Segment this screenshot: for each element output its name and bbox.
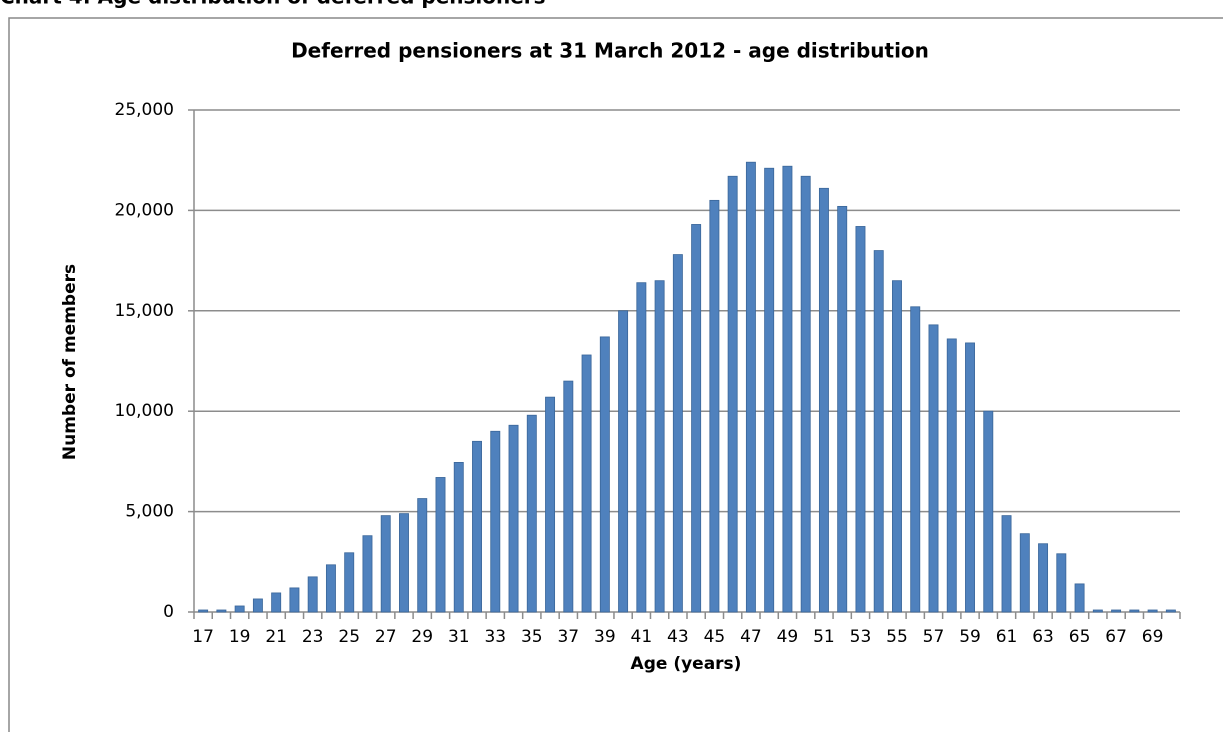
x-tick-label: 47 — [740, 627, 762, 647]
x-tick-label: 27 — [375, 627, 397, 647]
x-tick-label: 67 — [1105, 627, 1127, 647]
bar — [307, 576, 318, 613]
bar — [1092, 609, 1103, 613]
bar — [855, 226, 866, 613]
x-tick-label: 43 — [667, 627, 689, 647]
bar — [362, 535, 373, 613]
bar — [1001, 515, 1012, 613]
bar — [234, 605, 245, 613]
bar — [472, 440, 482, 613]
bar — [545, 396, 556, 613]
bar — [563, 380, 574, 613]
bar — [599, 336, 610, 613]
x-tick-label: 65 — [1069, 627, 1091, 647]
bar — [654, 280, 665, 613]
y-tick-label: 25,000 — [115, 100, 174, 120]
x-tick-label: 31 — [448, 627, 470, 647]
x-tick-label: 57 — [923, 627, 945, 647]
chart-border — [8, 17, 1223, 732]
bar — [892, 280, 902, 613]
bar — [983, 410, 994, 613]
bar — [873, 250, 884, 613]
x-axis-title: Age (years) — [631, 654, 742, 674]
bar — [453, 462, 464, 613]
bar — [581, 354, 592, 613]
bar — [965, 342, 975, 613]
bar — [399, 513, 409, 613]
x-tick-label: 23 — [302, 627, 324, 647]
bar — [417, 498, 428, 613]
bar — [1129, 609, 1140, 613]
bar — [435, 477, 446, 613]
x-tick-label: 19 — [229, 627, 251, 647]
x-tick-label: 37 — [557, 627, 579, 647]
x-tick-label: 53 — [850, 627, 872, 647]
x-tick-label: 35 — [521, 627, 543, 647]
y-tick-label: 15,000 — [115, 301, 174, 321]
bar — [289, 587, 300, 613]
bar — [1111, 609, 1122, 613]
bar — [198, 609, 209, 613]
bar — [636, 282, 647, 613]
x-tick-label: 17 — [192, 627, 214, 647]
y-tick-label: 0 — [163, 602, 174, 622]
x-tick-label: 39 — [594, 627, 616, 647]
bar — [380, 515, 391, 613]
x-tick-label: 45 — [704, 627, 726, 647]
bar — [1074, 583, 1085, 613]
x-tick-label: 61 — [996, 627, 1018, 647]
heading: Chart 4: Age distribution of deferred pe… — [0, 0, 546, 9]
y-axis-title: Number of members — [60, 264, 80, 460]
x-tick-label: 55 — [886, 627, 908, 647]
bar — [1056, 553, 1067, 613]
x-tick-label: 41 — [631, 627, 653, 647]
y-tick-label: 5,000 — [125, 502, 174, 522]
bar — [252, 598, 263, 613]
y-tick-label: 10,000 — [115, 401, 174, 421]
bar — [216, 609, 227, 613]
bar — [344, 552, 355, 613]
bar — [727, 175, 738, 613]
bar — [1038, 543, 1049, 613]
x-tick-label: 49 — [777, 627, 799, 647]
bar — [1019, 533, 1030, 613]
bar — [508, 424, 519, 613]
chart-title: Deferred pensioners at 31 March 2012 - a… — [291, 39, 929, 63]
bar — [782, 165, 793, 613]
bar — [745, 161, 756, 613]
x-tick-label: 33 — [484, 627, 506, 647]
x-tick-label: 51 — [813, 627, 835, 647]
bar — [800, 175, 811, 613]
bar — [1165, 609, 1176, 613]
y-tick-label: 20,000 — [115, 200, 174, 220]
x-tick-label: 59 — [959, 627, 981, 647]
bar — [271, 592, 282, 613]
bar — [618, 310, 629, 613]
bar — [691, 224, 702, 613]
bar — [325, 564, 336, 613]
x-tick-label: 29 — [411, 627, 433, 647]
bar — [526, 414, 537, 613]
bar — [490, 430, 501, 613]
x-tick-label: 25 — [338, 627, 360, 647]
bar — [1147, 609, 1158, 613]
x-tick-label: 63 — [1032, 627, 1054, 647]
bar — [928, 324, 939, 613]
bar — [837, 205, 848, 613]
bar — [910, 306, 921, 613]
bar — [709, 199, 720, 613]
bar — [672, 254, 683, 613]
x-tick-label: 21 — [265, 627, 287, 647]
bar — [946, 338, 957, 613]
bar — [764, 167, 775, 613]
bar — [818, 187, 829, 613]
x-tick-label: 69 — [1142, 627, 1164, 647]
